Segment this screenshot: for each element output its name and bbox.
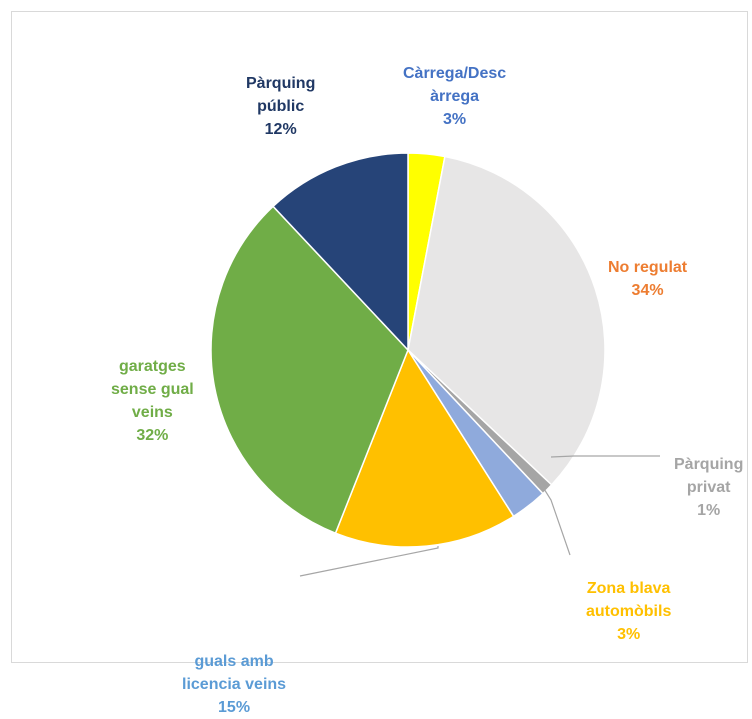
slice-parquing-public: [272, 152, 409, 352]
slice-percent-label: 1%: [697, 502, 721, 519]
pie-chart: [210, 152, 660, 577]
leader-line-parquing-privat: [550, 455, 660, 458]
slice-percent-label: 3%: [443, 111, 467, 128]
slice-percent-label: 3%: [617, 626, 641, 643]
slice-name-label: garatges sense gual veins: [111, 358, 194, 421]
pie-slices: [210, 152, 606, 548]
data-label-parquing-privat: Pàrquing privat 1%: [674, 453, 743, 522]
data-label-no-regulat: No regulat 34%: [608, 256, 687, 302]
slice-name-label: guals amb licencia veins: [182, 653, 287, 693]
slice-garatges-sense-gual-veins: [210, 205, 409, 535]
data-label-zona-blava-automobils: Zona blava automòbils 3%: [586, 577, 671, 646]
slice-percent-label: 32%: [136, 427, 169, 444]
data-label-parquing-public: Pàrquing públic 12%: [246, 72, 315, 141]
slice-percent-label: 34%: [631, 282, 664, 299]
slice-name-label: No regulat: [608, 259, 688, 276]
leader-line-zona-blava-automobils: [535, 475, 571, 556]
leader-lines: [299, 455, 660, 577]
data-label-carrega-desc-arrega: Càrrega/Desc àrrega 3%: [403, 62, 506, 131]
slice-name-label: Zona blava automòbils: [586, 580, 672, 620]
data-label-garatges-sense-gual-veins: garatges sense gual veins 32%: [111, 355, 194, 447]
slice-guals-amb-licencia-veins: [334, 348, 515, 548]
slice-name-label: Càrrega/Desc àrrega: [403, 65, 507, 105]
slice-percent-label: 12%: [264, 121, 297, 138]
leader-line-guals-amb-licencia-veins: [299, 546, 439, 577]
slice-name-label: Pàrquing públic: [246, 75, 316, 115]
slice-percent-label: 15%: [218, 699, 251, 716]
data-label-guals-amb-licencia-veins: guals amb licencia veins 15%: [182, 650, 286, 719]
slice-no-regulat: [407, 155, 606, 486]
slice-name-label: Pàrquing privat: [674, 456, 744, 496]
